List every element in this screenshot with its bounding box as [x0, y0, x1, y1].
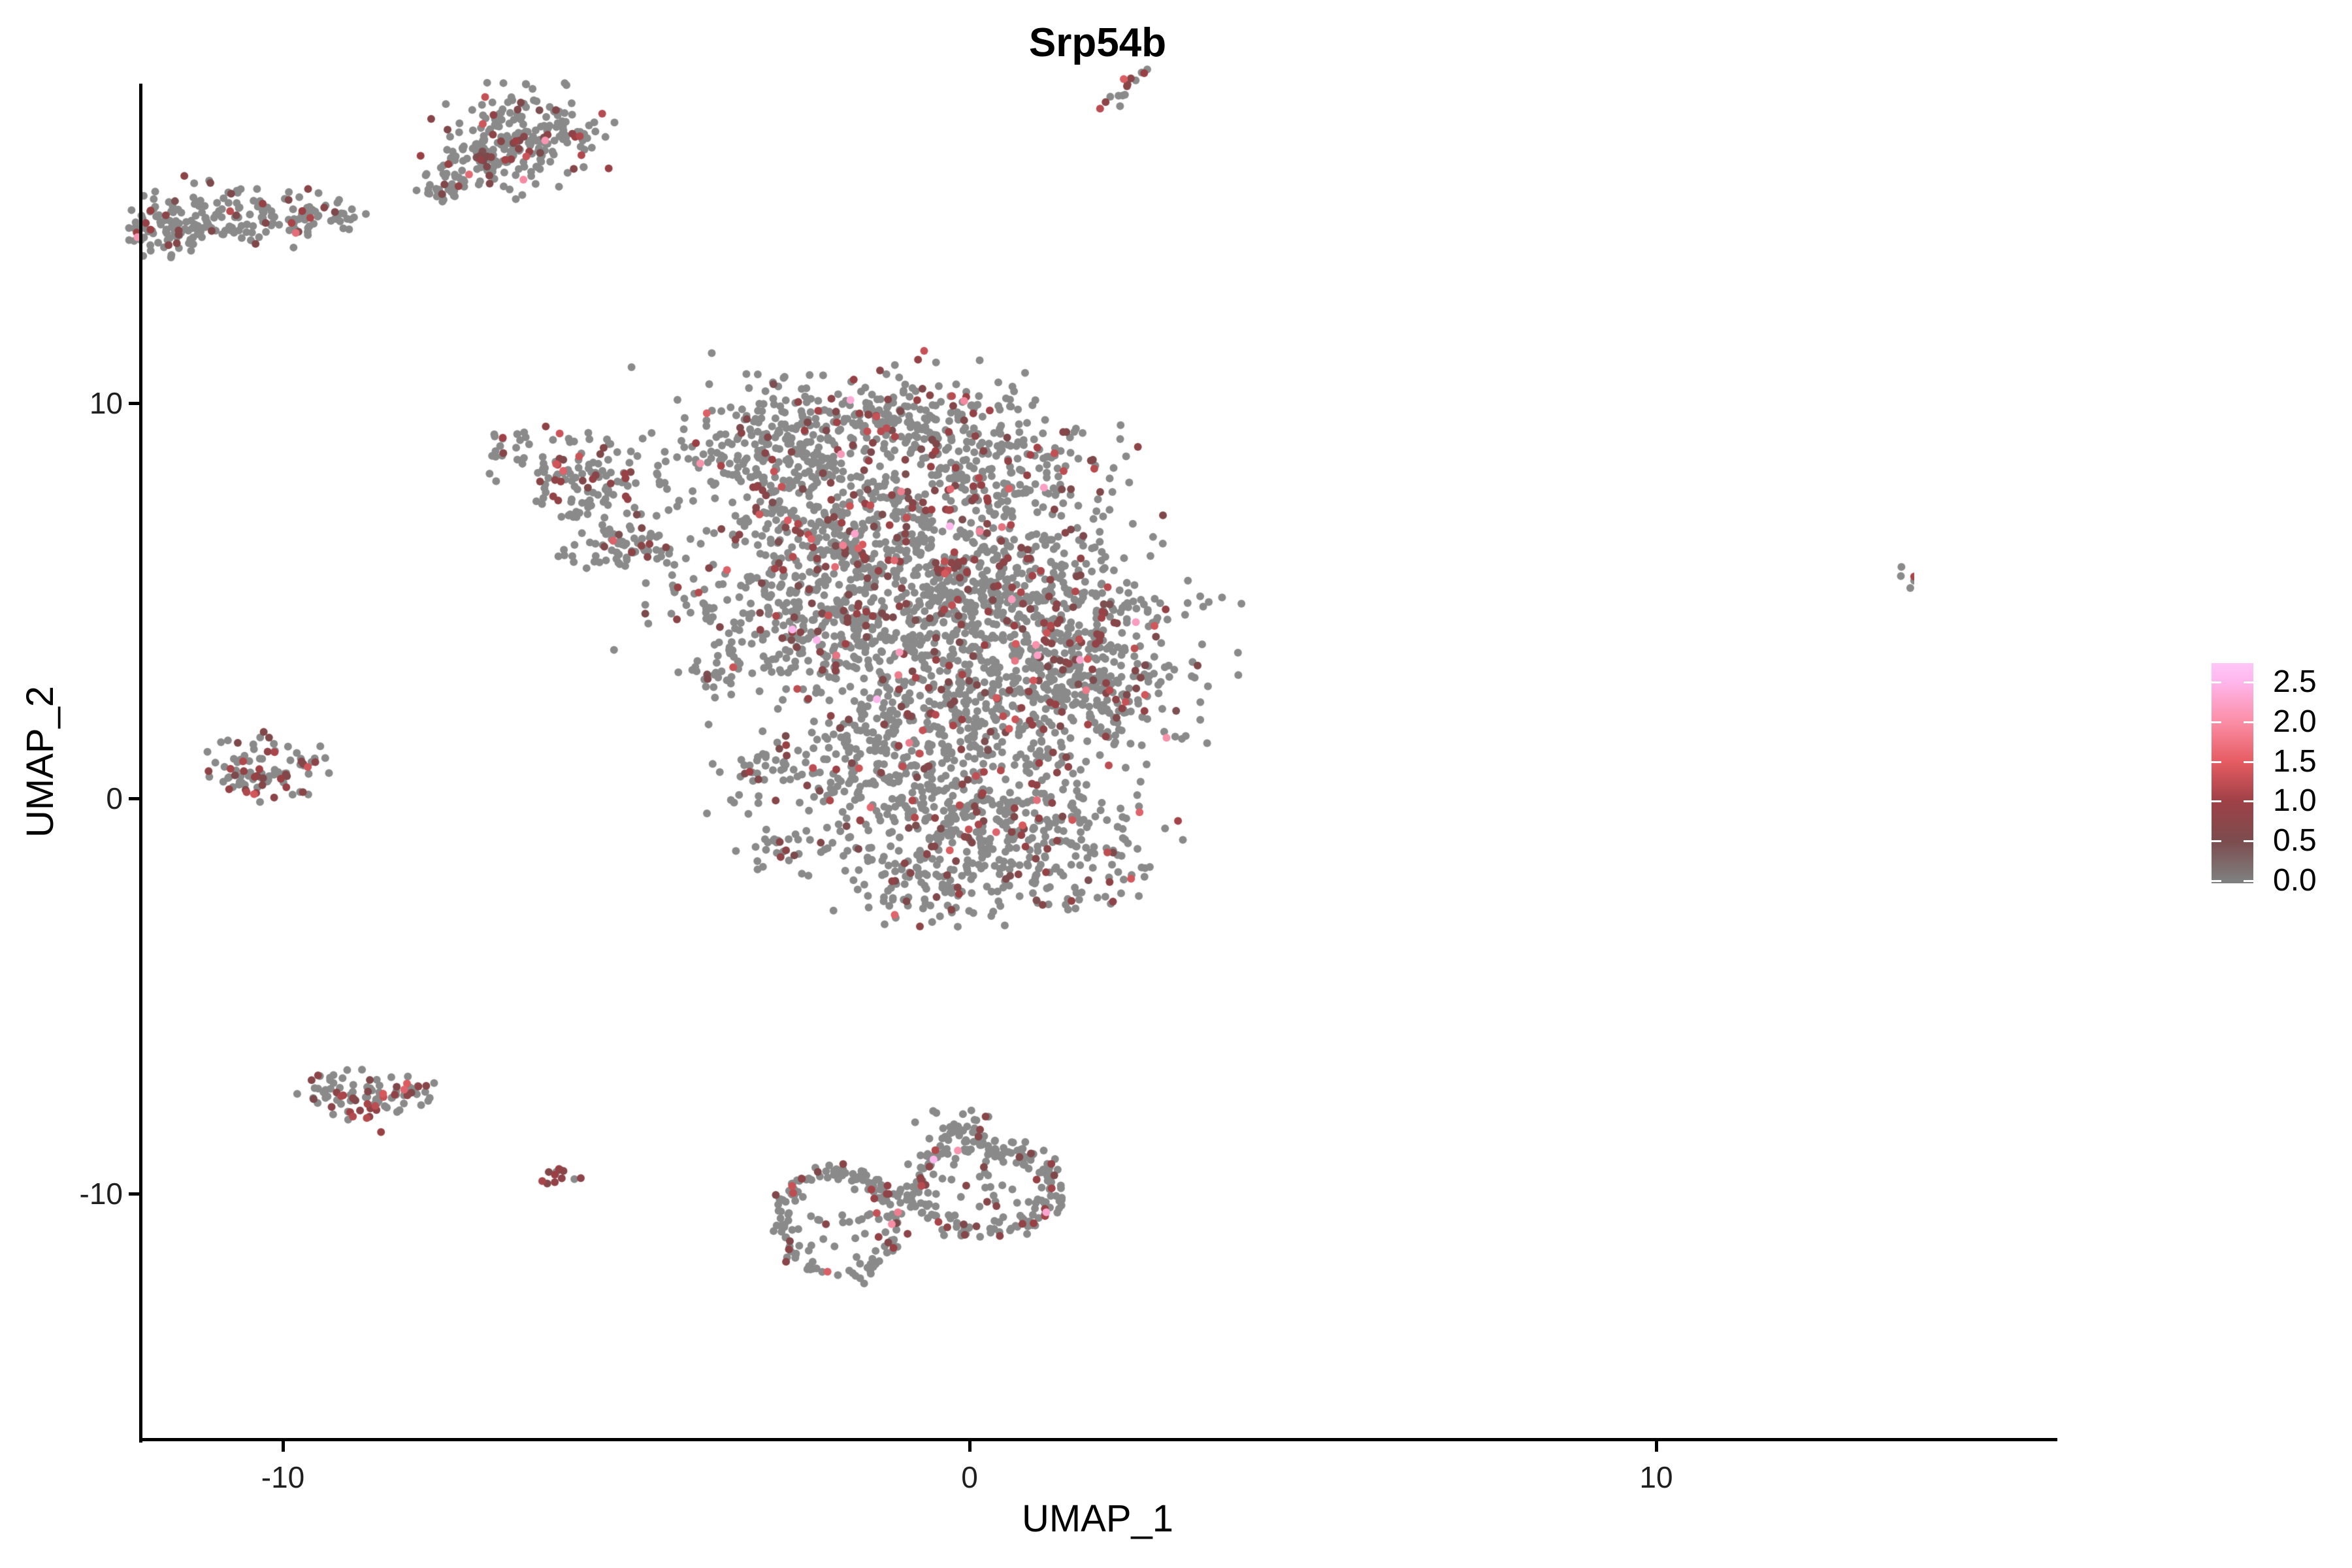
x-tick-label: -10 [261, 1460, 305, 1494]
y-tick-label: -10 [79, 1177, 123, 1211]
x-axis-title: UMAP_1 [1021, 1497, 1174, 1540]
legend-tick-dash [2244, 760, 2253, 763]
x-tick-mark [282, 1441, 285, 1452]
legend-tick-dash [2244, 721, 2253, 723]
legend-tick-dash [2212, 721, 2221, 723]
scatter-canvas [0, 0, 1914, 1354]
legend-tick-label: 0.5 [2273, 823, 2317, 858]
y-tick-mark [129, 797, 139, 800]
legend-tick-dash [2244, 880, 2253, 882]
legend-tick-label: 0.0 [2273, 863, 2317, 898]
x-tick-mark [968, 1441, 972, 1452]
legend-tick-dash [2244, 840, 2253, 843]
plot-title: Srp54b [1028, 20, 1167, 65]
legend-tick-dash [2244, 681, 2253, 683]
legend-colorbar [2212, 663, 2253, 883]
x-axis-line [139, 1438, 2057, 1441]
legend-tick-label: 2.5 [2273, 664, 2317, 699]
y-tick-label: 0 [106, 781, 123, 815]
legend-tick-dash [2244, 800, 2253, 803]
legend-tick-label: 1.0 [2273, 783, 2317, 819]
y-tick-mark [129, 1192, 139, 1196]
legend-tick-dash [2212, 880, 2221, 882]
y-axis-title: UMAP_2 [19, 685, 61, 838]
y-tick-mark [129, 402, 139, 405]
legend-tick-label: 2.0 [2273, 704, 2317, 739]
x-tick-mark [1655, 1441, 1658, 1452]
legend-tick-label: 1.5 [2273, 743, 2317, 779]
legend-tick-dash [2212, 840, 2221, 843]
y-axis-line [139, 84, 142, 1443]
legend-tick-dash [2212, 760, 2221, 763]
legend-tick-dash [2212, 681, 2221, 683]
x-tick-label: 0 [961, 1460, 978, 1494]
y-tick-label: 10 [89, 386, 123, 420]
legend-tick-dash [2212, 800, 2221, 803]
x-tick-label: 10 [1639, 1460, 1673, 1494]
